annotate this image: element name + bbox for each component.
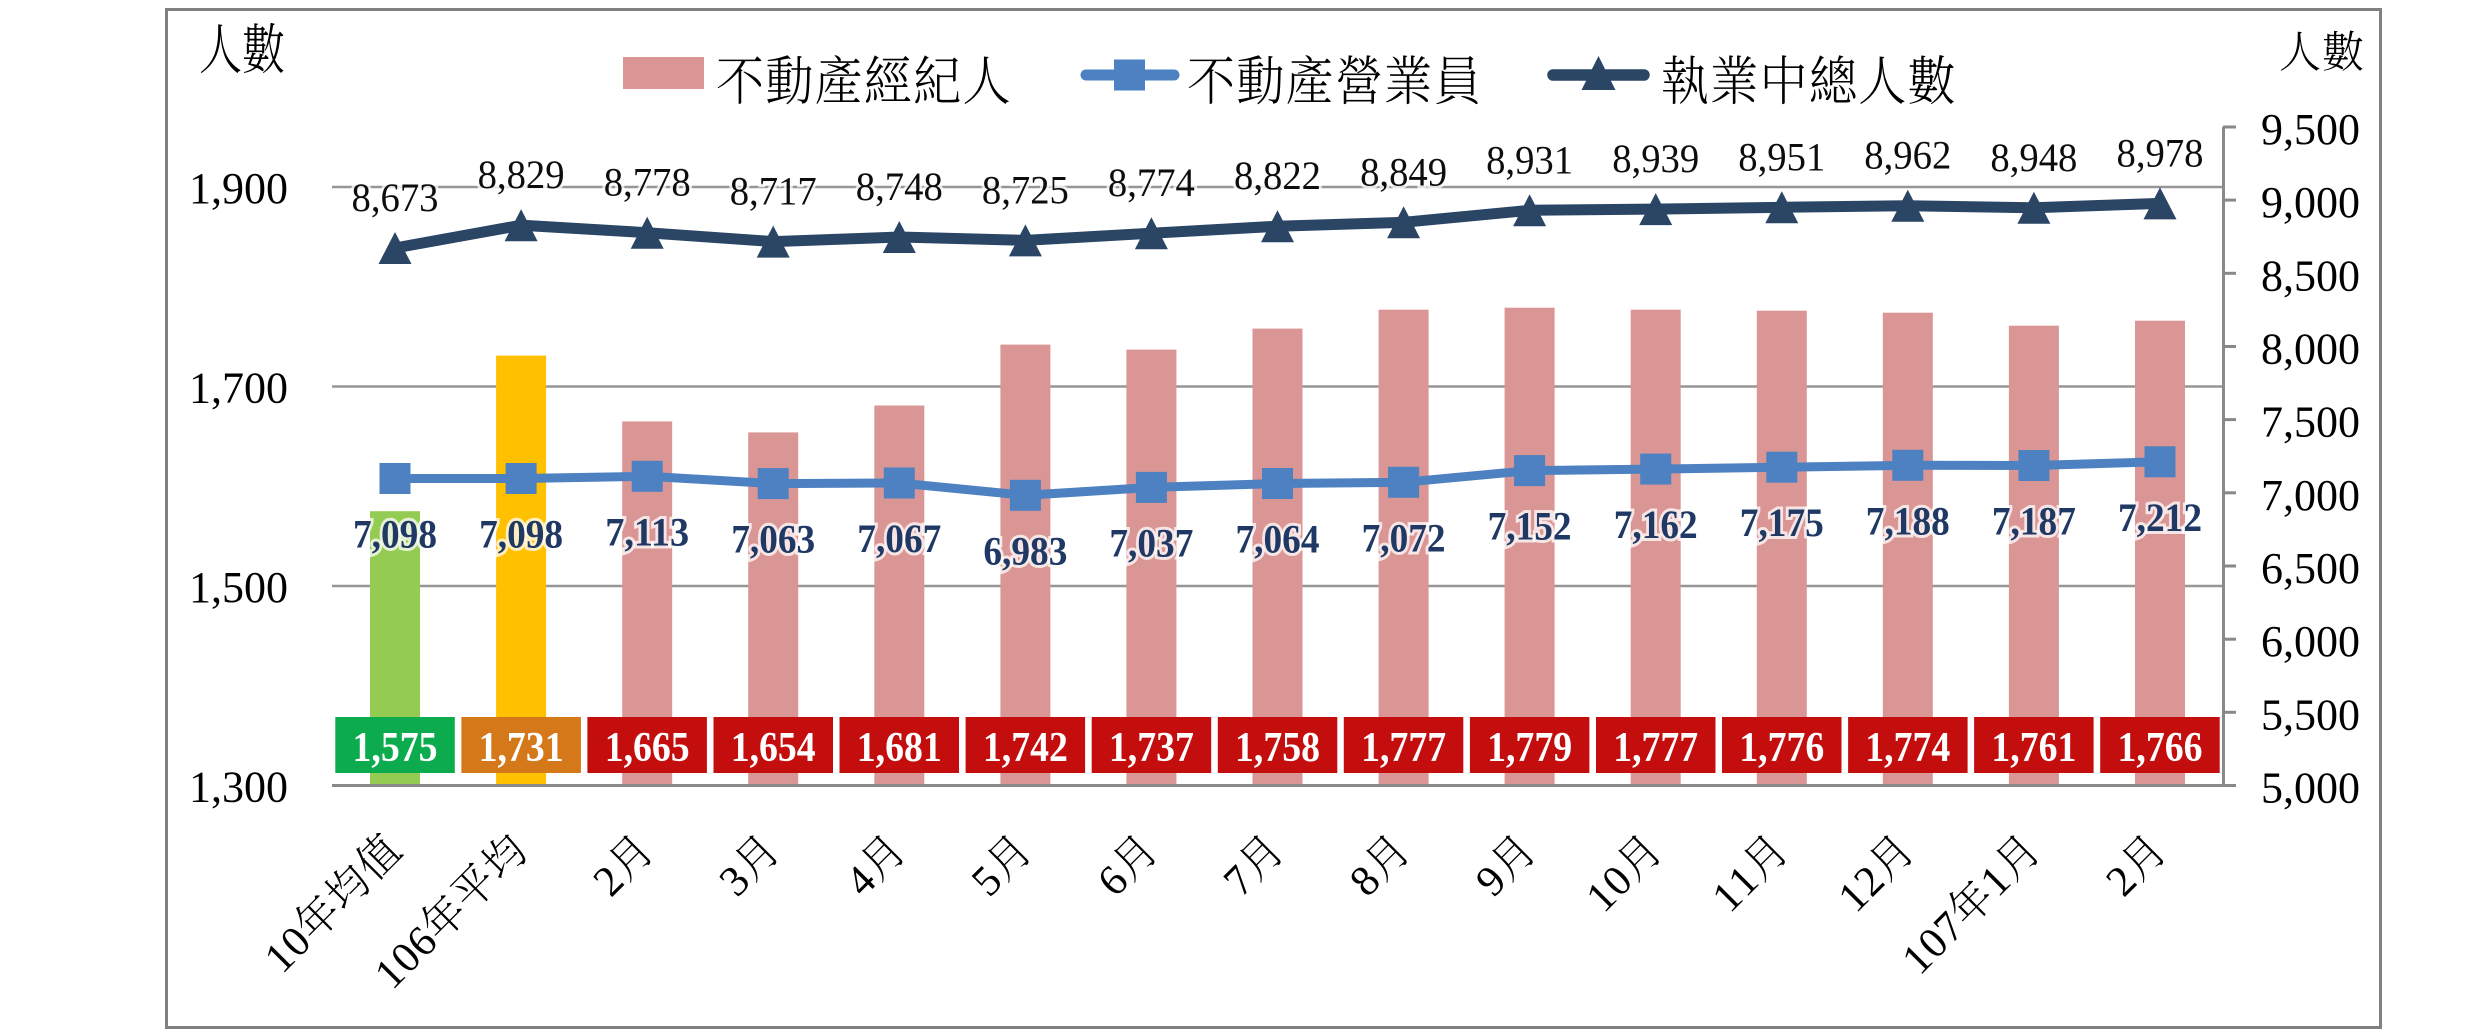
- svg-text:1,774: 1,774: [1865, 725, 1950, 771]
- svg-text:8,931: 8,931: [1486, 137, 1573, 182]
- svg-text:8,774: 8,774: [1108, 160, 1195, 205]
- svg-text:8,717: 8,717: [730, 169, 817, 214]
- svg-text:1,776: 1,776: [1739, 725, 1824, 771]
- svg-text:7,162: 7,162: [1614, 502, 1698, 547]
- svg-text:8,000: 8,000: [2261, 325, 2360, 374]
- svg-text:6,500: 6,500: [2261, 544, 2360, 593]
- svg-text:1,681: 1,681: [857, 725, 942, 771]
- svg-text:1,777: 1,777: [1361, 725, 1446, 771]
- svg-text:1,665: 1,665: [605, 725, 690, 771]
- svg-text:8,849: 8,849: [1360, 149, 1447, 194]
- svg-text:1,900: 1,900: [189, 164, 288, 213]
- svg-text:8,748: 8,748: [856, 164, 943, 209]
- svg-text:7,212: 7,212: [2118, 495, 2202, 540]
- svg-text:7,175: 7,175: [1740, 500, 1824, 545]
- svg-text:5,500: 5,500: [2261, 690, 2360, 739]
- svg-text:1,742: 1,742: [983, 725, 1068, 771]
- svg-text:7,037: 7,037: [1109, 520, 1193, 565]
- svg-text:8,673: 8,673: [352, 175, 439, 220]
- svg-text:7,064: 7,064: [1236, 517, 1320, 562]
- svg-text:6,000: 6,000: [2261, 617, 2360, 666]
- svg-text:7,063: 7,063: [731, 517, 815, 562]
- svg-text:1,737: 1,737: [1109, 725, 1194, 771]
- svg-text:7,187: 7,187: [1992, 499, 2076, 544]
- svg-text:1,758: 1,758: [1235, 725, 1320, 771]
- svg-text:7,500: 7,500: [2261, 398, 2360, 447]
- svg-text:9,000: 9,000: [2261, 178, 2360, 227]
- svg-text:8,829: 8,829: [478, 152, 565, 197]
- svg-text:1,654: 1,654: [731, 725, 816, 771]
- svg-text:8,822: 8,822: [1234, 153, 1321, 198]
- svg-text:8,939: 8,939: [1612, 136, 1699, 181]
- svg-text:1,575: 1,575: [353, 725, 438, 771]
- svg-text:8,962: 8,962: [1864, 133, 1951, 178]
- svg-text:1,777: 1,777: [1613, 725, 1698, 771]
- svg-text:7,072: 7,072: [1362, 515, 1446, 560]
- svg-text:9,500: 9,500: [2261, 105, 2360, 154]
- svg-text:1,300: 1,300: [189, 763, 288, 812]
- svg-text:8,778: 8,778: [604, 160, 691, 205]
- svg-text:1,766: 1,766: [2118, 725, 2203, 771]
- svg-text:1,761: 1,761: [1991, 725, 2076, 771]
- svg-text:6,983: 6,983: [983, 528, 1067, 573]
- svg-text:8,978: 8,978: [2117, 130, 2204, 175]
- svg-text:7,067: 7,067: [857, 516, 941, 561]
- svg-text:1,500: 1,500: [189, 563, 288, 612]
- svg-text:7,098: 7,098: [479, 512, 563, 557]
- svg-text:1,731: 1,731: [479, 725, 564, 771]
- svg-text:7,152: 7,152: [1488, 504, 1572, 549]
- svg-text:5,000: 5,000: [2261, 764, 2360, 813]
- svg-text:8,500: 8,500: [2261, 251, 2360, 300]
- svg-text:7,113: 7,113: [605, 509, 689, 554]
- svg-text:1,700: 1,700: [189, 364, 288, 413]
- svg-text:8,948: 8,948: [1990, 135, 2077, 180]
- svg-text:7,188: 7,188: [1866, 498, 1950, 543]
- svg-text:8,951: 8,951: [1738, 134, 1825, 179]
- svg-text:7,098: 7,098: [353, 512, 437, 557]
- svg-text:1,779: 1,779: [1487, 725, 1572, 771]
- svg-text:7,000: 7,000: [2261, 471, 2360, 520]
- svg-text:8,725: 8,725: [982, 167, 1069, 212]
